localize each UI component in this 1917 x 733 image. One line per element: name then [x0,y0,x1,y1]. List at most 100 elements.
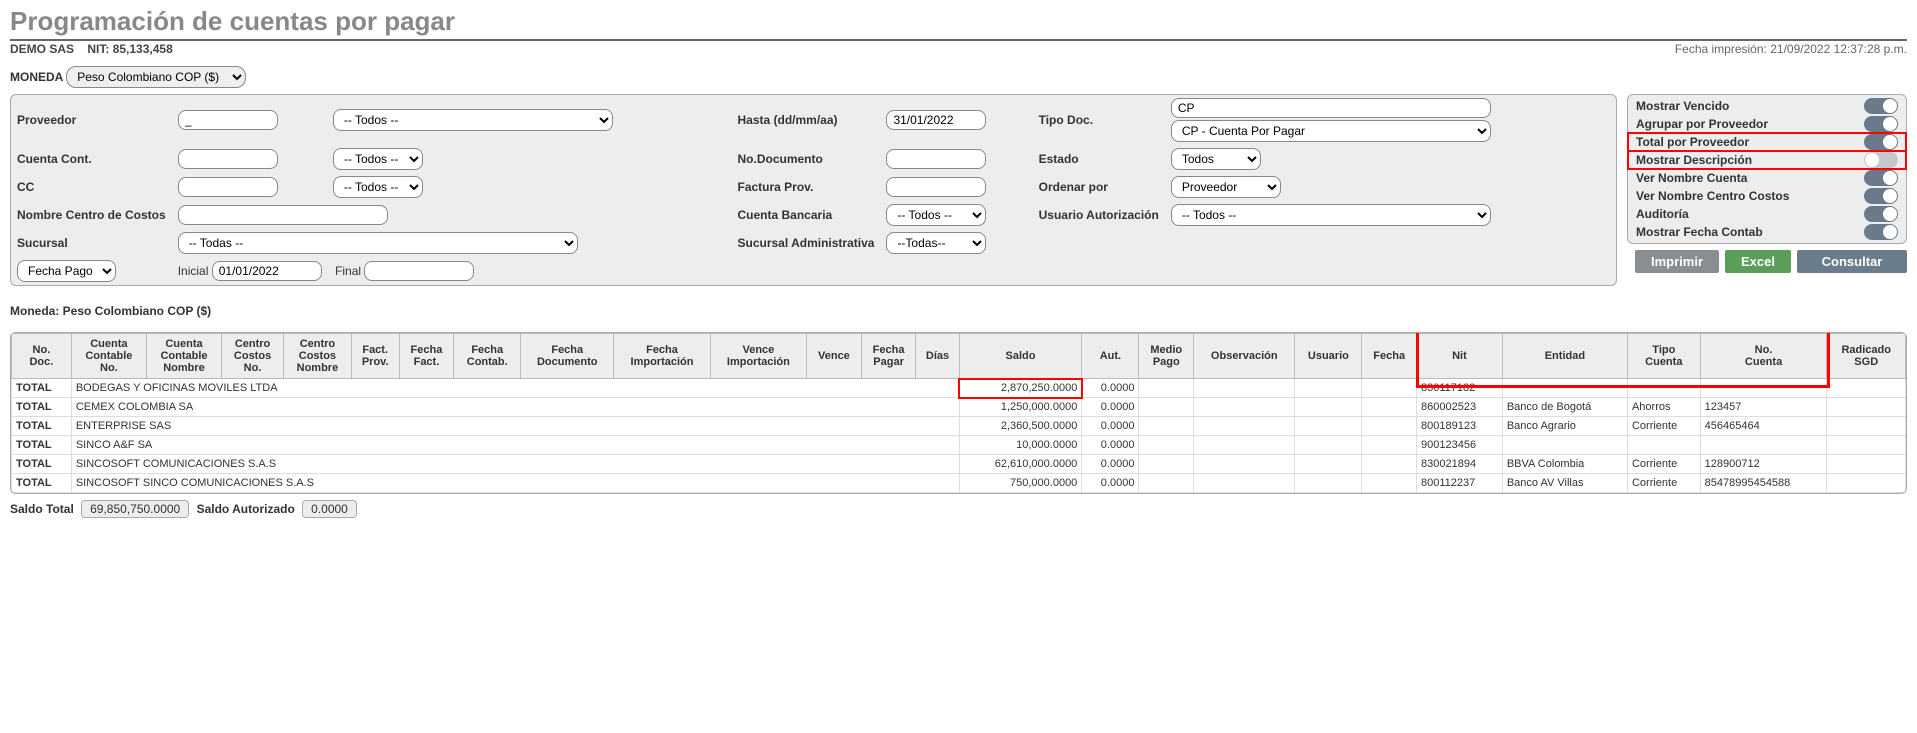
toggle-label: Agrupar por Proveedor [1636,117,1768,131]
print-button[interactable]: Imprimir [1635,250,1719,273]
nit-value: 85,133,458 [113,42,173,56]
sucursal-select[interactable]: -- Todas -- [178,232,578,254]
nombre-cc-input[interactable] [178,205,388,225]
tipo-doc-select[interactable]: CP - Cuenta Por Pagar [1171,120,1491,142]
col-vence[interactable]: Vence [807,334,862,379]
cuenta-cont-label: Cuenta Cont. [11,145,172,173]
toggle-switch[interactable] [1864,170,1898,186]
col-fecha-pagar[interactable]: FechaPagar [861,334,916,379]
cc-label: CC [11,173,172,201]
toggle-switch[interactable] [1864,188,1898,204]
toggle-ver-nombre-centro-costos: Ver Nombre Centro Costos [1628,187,1906,205]
totals-row: Saldo Total 69,850,750.0000 Saldo Autori… [10,500,1907,518]
toggle-label: Ver Nombre Cuenta [1636,171,1747,185]
col-aut-[interactable]: Aut. [1082,334,1139,379]
ordenar-select[interactable]: Proveedor [1171,176,1281,198]
nombre-cc-label: Nombre Centro de Costos [11,201,172,229]
ordenar-label: Ordenar por [1033,173,1165,201]
table-row: TOTALENTERPRISE SAS2,360,500.00000.00008… [12,417,1906,436]
proveedor-select[interactable]: -- Todos -- [333,109,613,131]
col-cuenta-contable-nombre[interactable]: CuentaContableNombre [146,334,221,379]
factura-prov-label: Factura Prov. [732,173,881,201]
cc-select[interactable]: -- Todos -- [333,176,423,198]
toggle-mostrar-descripción: Mostrar Descripción [1628,151,1906,169]
col-centro-costos-nombre[interactable]: CentroCostosNombre [284,334,352,379]
cc-input[interactable] [178,177,278,197]
fecha-final-input[interactable] [364,261,474,281]
col-cuenta-contable-no-[interactable]: CuentaContableNo. [71,334,146,379]
proveedor-label: Proveedor [11,95,172,145]
toggle-label: Ver Nombre Centro Costos [1636,189,1789,203]
toggle-switch[interactable] [1864,152,1898,168]
saldo-auth-label: Saldo Autorizado [197,502,295,516]
sucursal-label: Sucursal [11,229,172,257]
moneda-label: MONEDA [10,70,63,84]
tipo-doc-code-input[interactable] [1171,98,1491,118]
nit-label: NIT: [87,42,109,56]
estado-select[interactable]: Todos [1171,148,1261,170]
usuario-auth-label: Usuario Autorización [1033,201,1165,229]
proveedor-code-input[interactable] [178,110,278,130]
toggle-label: Mostrar Vencido [1636,99,1729,113]
sucursal-admin-select[interactable]: --Todas-- [886,232,986,254]
usuario-auth-select[interactable]: -- Todos -- [1171,204,1491,226]
no-doc-input[interactable] [886,149,986,169]
estado-label: Estado [1033,145,1165,173]
col-radicado-sgd[interactable]: RadicadoSGD [1827,334,1906,379]
results-panel: No.Doc.CuentaContableNo.CuentaContableNo… [10,332,1907,494]
table-row: TOTALCEMEX COLOMBIA SA1,250,000.00000.00… [12,398,1906,417]
excel-button[interactable]: Excel [1725,250,1791,273]
col-fact-prov-[interactable]: Fact.Prov. [351,334,399,379]
col-usuario[interactable]: Usuario [1295,334,1362,379]
toggle-switch[interactable] [1864,98,1898,114]
col-fecha-contab-[interactable]: FechaContab. [454,334,521,379]
toggle-total-por-proveedor: Total por Proveedor [1628,133,1906,151]
sucursal-admin-label: Sucursal Administrativa [732,229,881,257]
fecha-inicial-input[interactable] [212,261,322,281]
table-row: TOTALSINCOSOFT COMUNICACIONES S.A.S62,61… [12,455,1906,474]
col-saldo[interactable]: Saldo [959,334,1082,379]
toggle-panel: Mostrar Vencido Agrupar por Proveedor Tota… [1627,94,1907,244]
tipo-doc-label: Tipo Doc. [1033,95,1165,145]
factura-prov-input[interactable] [886,177,986,197]
col-observaci-n[interactable]: Observación [1194,334,1295,379]
page-title: Programación de cuentas por pagar [10,6,1907,37]
col-medio-pago[interactable]: MedioPago [1139,334,1194,379]
hasta-label: Hasta (dd/mm/aa) [732,95,881,145]
final-label: Final [335,264,361,278]
hasta-input[interactable] [886,110,986,130]
moneda-display: Moneda: Peso Colombiano COP ($) [10,304,1907,318]
col-centro-costos-no-[interactable]: CentroCostosNo. [222,334,284,379]
toggle-switch[interactable] [1864,134,1898,150]
col-fecha[interactable]: Fecha [1362,334,1417,379]
toggle-auditoría: Auditoría [1628,205,1906,223]
saldo-auth-value: 0.0000 [302,500,357,518]
col-vence-importaci-n[interactable]: VenceImportación [710,334,806,379]
col-no-doc-[interactable]: No.Doc. [12,334,72,379]
toggle-switch[interactable] [1864,116,1898,132]
fecha-type-select[interactable]: Fecha Pago [17,260,116,282]
col-d-as[interactable]: Días [916,334,959,379]
toggle-agrupar-por-proveedor: Agrupar por Proveedor [1628,115,1906,133]
cuenta-cont-input[interactable] [178,149,278,169]
col-fecha-documento[interactable]: FechaDocumento [521,334,614,379]
col-fecha-fact-[interactable]: FechaFact. [399,334,454,379]
table-row: TOTALBODEGAS Y OFICINAS MOVILES LTDA2,87… [12,379,1906,398]
moneda-select[interactable]: Peso Colombiano COP ($) [66,66,246,88]
toggle-ver-nombre-cuenta: Ver Nombre Cuenta [1628,169,1906,187]
col-entidad[interactable]: Entidad [1502,334,1627,379]
cuenta-banc-label: Cuenta Bancaria [732,201,881,229]
no-doc-label: No.Documento [732,145,881,173]
toggle-switch[interactable] [1864,206,1898,222]
table-row: TOTALSINCO A&F SA10,000.00000.0000900123… [12,436,1906,455]
col-nit[interactable]: Nit [1417,334,1503,379]
col-tipo-cuenta[interactable]: TipoCuenta [1627,334,1700,379]
cuenta-cont-select[interactable]: -- Todos -- [333,148,423,170]
cuenta-banc-select[interactable]: -- Todos -- [886,204,986,226]
col-fecha-importaci-n[interactable]: FechaImportación [614,334,710,379]
table-row: TOTALSINCOSOFT SINCO COMUNICACIONES S.A.… [12,474,1906,493]
col-no-cuenta[interactable]: No.Cuenta [1700,334,1827,379]
query-button[interactable]: Consultar [1797,250,1907,273]
toggle-switch[interactable] [1864,224,1898,240]
toggle-label: Auditoría [1636,207,1689,221]
